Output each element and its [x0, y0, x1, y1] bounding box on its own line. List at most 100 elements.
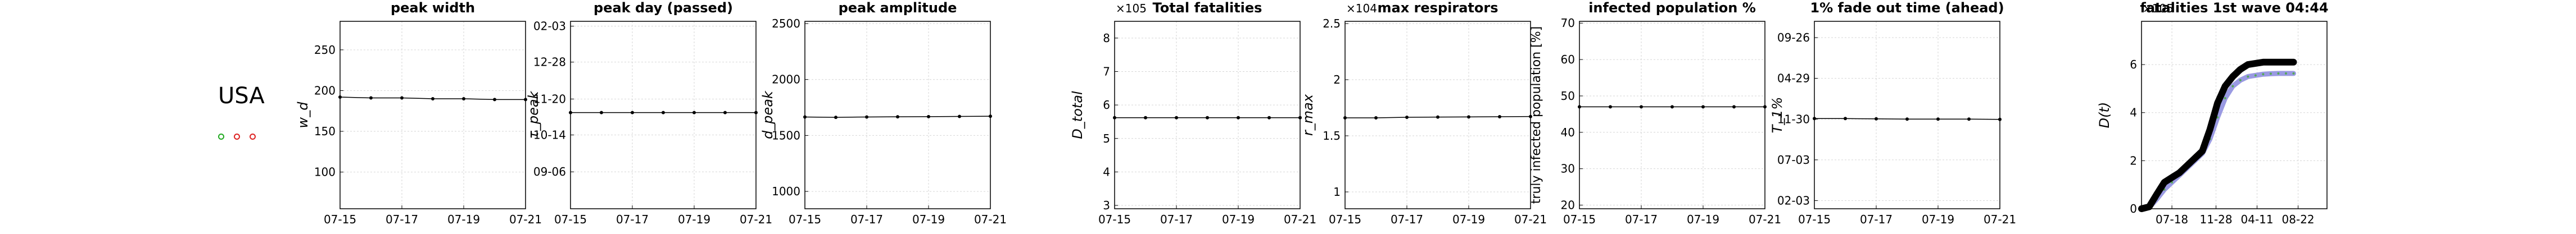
series-point [1405, 116, 1409, 119]
series-point [1206, 116, 1209, 120]
y-tick-label: 0 [2130, 202, 2137, 215]
axes-frame [339, 21, 526, 209]
x-tick-label: 04-11 [2241, 213, 2274, 226]
y-tick-label: 40 [1561, 126, 1575, 139]
series-point [1875, 117, 1878, 121]
panel-title: 1% fade out time (ahead) [1810, 0, 2004, 16]
y-tick-label: 250 [314, 43, 336, 57]
axis-exponent: ×104 [1346, 2, 1377, 15]
y-tick-label: 200 [314, 84, 336, 97]
panel-title: peak day (passed) [594, 0, 733, 16]
series-point [2277, 72, 2280, 75]
series-point [369, 96, 373, 100]
y-tick-label: 50 [1561, 89, 1575, 103]
y-tick-label: 2500 [772, 17, 800, 30]
x-tick-label: 07-17 [616, 213, 649, 226]
series-point [2239, 79, 2242, 81]
series-point [631, 111, 634, 114]
series-point [1267, 116, 1271, 120]
y-tick-label: 6 [2130, 58, 2137, 71]
y-tick-label: 11-20 [533, 92, 566, 105]
y-tick-label: 2000 [772, 73, 800, 86]
series-point [692, 111, 696, 114]
series-line [2138, 58, 2297, 212]
series-point [2231, 85, 2234, 88]
series-point [865, 115, 868, 119]
country-label: USA [218, 83, 265, 109]
y-tick-label: 30 [1561, 162, 1575, 176]
y-tick-label: 4 [2130, 106, 2137, 120]
x-tick-label: 07-19 [912, 213, 945, 226]
axes-frame [1579, 21, 1765, 209]
x-tick-label: 07-18 [2156, 213, 2188, 226]
series-point [1732, 105, 1736, 109]
series-point [1640, 105, 1643, 109]
axes-frame [804, 21, 991, 209]
x-tick-label: 07-21 [1984, 213, 2016, 226]
x-tick-label: 11-28 [2199, 213, 2232, 226]
panel-title: fatalities 1st wave 04:44 [2140, 0, 2328, 16]
series-point [754, 111, 758, 114]
x-tick-label: 07-21 [509, 213, 542, 226]
series-point [1936, 117, 1940, 121]
series-point [1813, 117, 1816, 121]
series-point [2269, 72, 2272, 75]
x-tick-label: 07-17 [1625, 213, 1658, 226]
series-point [1578, 105, 1581, 109]
series-point [1113, 116, 1116, 120]
y-tick-label: 04-29 [1777, 72, 1810, 85]
series-point [1175, 116, 1178, 120]
y-axis-label: T_1% [1769, 97, 1785, 134]
x-tick-label: 07-21 [740, 213, 772, 226]
x-tick-label: 07-15 [1563, 213, 1596, 226]
series-point [1670, 105, 1674, 109]
panel-title: infected population % [1588, 0, 1756, 16]
x-tick-label: 07-19 [1922, 213, 1954, 226]
axes-frame [1114, 21, 1301, 209]
x-tick-label: 07-19 [678, 213, 710, 226]
y-tick-label: 10-14 [533, 128, 566, 141]
series-point [958, 114, 961, 118]
series-point [569, 111, 572, 114]
y-axis-label: d_peak [760, 90, 776, 139]
y-tick-label: 09-06 [533, 165, 566, 178]
series-point [1436, 115, 1439, 119]
status-dot-green [218, 134, 224, 140]
y-tick-label: 09-26 [1777, 31, 1810, 44]
x-tick-label: 07-17 [850, 213, 883, 226]
y-axis-label: D_total [1070, 91, 1085, 139]
axes-frame [570, 21, 757, 209]
series-point [2262, 73, 2265, 76]
y-tick-label: 70 [1561, 16, 1575, 30]
series-point [662, 111, 665, 114]
status-dot-red [234, 134, 240, 140]
y-tick-label: 2 [2130, 154, 2137, 167]
series-point [1298, 116, 1302, 120]
y-tick-label: 07-03 [1777, 153, 1810, 167]
series-point [834, 116, 837, 120]
x-tick-label: 07-19 [1222, 213, 1255, 226]
panel-title: peak width [391, 0, 475, 16]
x-tick-label: 07-19 [1687, 213, 1719, 226]
series-point [338, 95, 342, 99]
panel-title: Total fatalities [1153, 0, 1262, 16]
x-tick-label: 07-21 [1749, 213, 1781, 226]
series-point [1998, 117, 2002, 121]
series-point [1498, 115, 1501, 118]
x-tick-label: 07-17 [1860, 213, 1893, 226]
y-tick-label: 12-28 [533, 56, 566, 69]
y-tick-label: 6 [1103, 98, 1110, 112]
y-tick-label: 1 [1333, 185, 1341, 199]
y-tick-label: 8 [1103, 31, 1110, 45]
series-point [600, 111, 603, 114]
series-point [2254, 74, 2257, 77]
series-point [1467, 115, 1470, 119]
y-tick-label: 2 [1333, 73, 1341, 86]
series-point [2292, 72, 2295, 75]
series-point [989, 114, 992, 118]
status-dot-red [250, 134, 256, 140]
y-tick-label: 4 [1103, 165, 1110, 178]
series-point [803, 115, 807, 119]
x-tick-label: 07-21 [1284, 213, 1316, 226]
x-tick-label: 08-22 [2282, 213, 2315, 226]
